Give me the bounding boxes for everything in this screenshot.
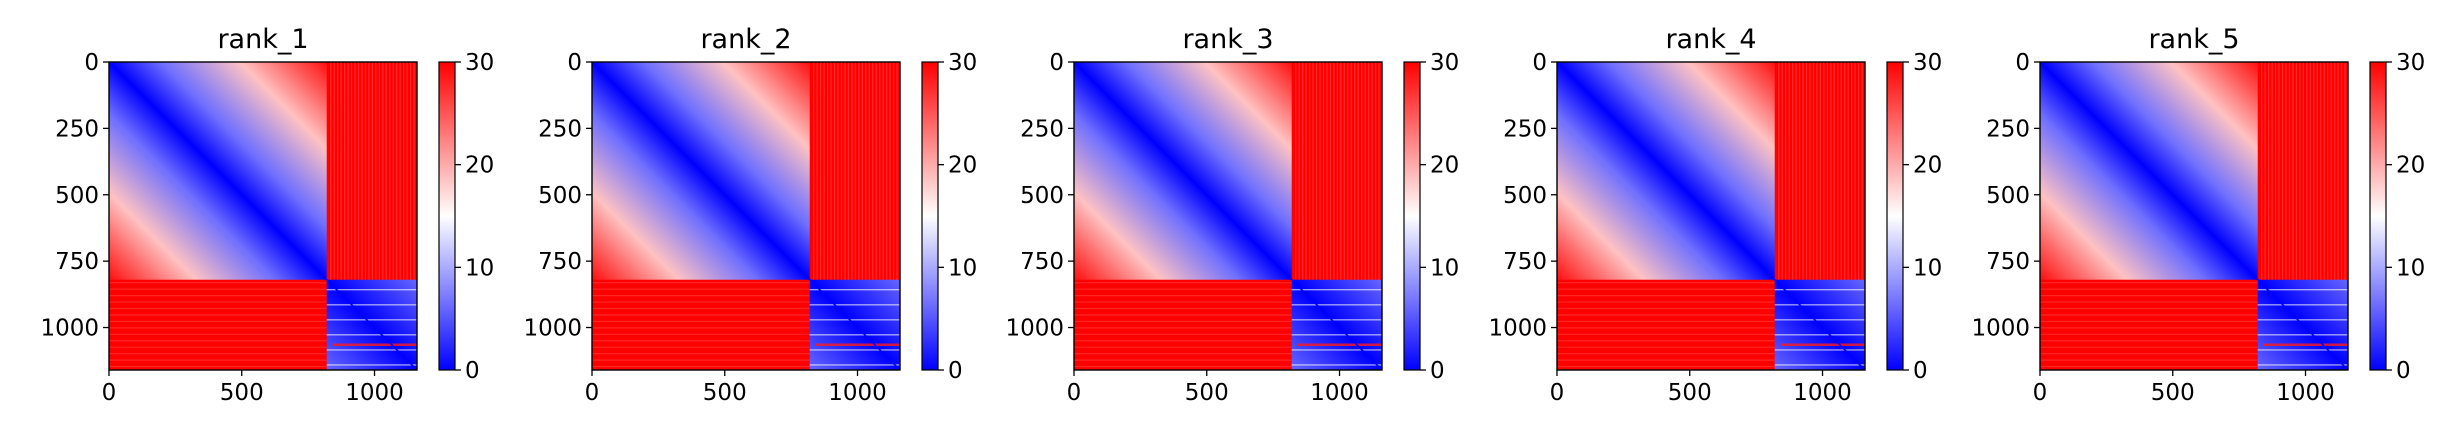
x-tick-label: 1000 [1793, 380, 1852, 406]
heatmap-diagonal [1074, 62, 1382, 370]
x-tick-label: 1000 [345, 380, 404, 406]
colorbar-tick-label: 10 [948, 255, 977, 281]
y-tick-label: 750 [55, 249, 99, 275]
y-tick-label: 750 [1986, 249, 2030, 275]
colorbar-tick-label: 30 [1913, 50, 1942, 76]
heatmap-image [109, 62, 417, 370]
y-tick-label: 500 [55, 183, 99, 209]
colorbar-tick-label: 10 [1913, 255, 1942, 281]
colorbar-tick-label: 20 [948, 153, 977, 179]
heatmap-frame [2039, 61, 2349, 371]
x-tick-label: 500 [703, 380, 747, 406]
y-tick-label: 1000 [1971, 316, 2030, 342]
colorbar-tick-label: 30 [2396, 50, 2425, 76]
heatmap-panel-1: rank_1 0 250 500 750 1000 0 500 1000 0 10 20 30 [40, 24, 494, 406]
x-tick-label: 0 [102, 380, 117, 406]
y-tick-label: 500 [1986, 183, 2030, 209]
colorbar [438, 61, 456, 371]
colorbar-tick-label: 10 [2396, 255, 2425, 281]
y-tick-label: 0 [2015, 50, 2030, 76]
colorbar-tick-label: 30 [948, 50, 977, 76]
colorbar [1886, 61, 1904, 371]
y-tick-label: 0 [1049, 50, 1064, 76]
y-tick-label: 250 [1020, 116, 1064, 142]
y-tick-label: 500 [1020, 183, 1064, 209]
colorbar-tick-label: 0 [1430, 358, 1445, 384]
heatmap-image [1557, 62, 1865, 370]
heatmap-frame [108, 61, 418, 371]
x-tick-label: 0 [1550, 380, 1565, 406]
x-tick-label: 500 [1668, 380, 1712, 406]
x-tick-label: 500 [1185, 380, 1229, 406]
heatmap-diagonal [2040, 62, 2348, 370]
y-tick-label: 1000 [1488, 316, 1547, 342]
colorbar-tick-label: 0 [465, 358, 480, 384]
heatmap-panel-5: rank_5 0 250 500 750 1000 0 500 1000 0 10 20 30 [1971, 24, 2425, 406]
heatmap-image [2040, 62, 2348, 370]
colorbar [2369, 61, 2387, 371]
panel-title: rank_3 [1182, 24, 1273, 55]
panel-title: rank_5 [2148, 24, 2239, 55]
y-tick-label: 0 [84, 50, 99, 76]
y-tick-label: 1000 [523, 316, 582, 342]
heatmap-panel-4: rank_4 0 250 500 750 1000 0 500 1000 0 10 20 30 [1488, 24, 1942, 406]
y-tick-label: 500 [1503, 183, 1547, 209]
colorbar-tick-label: 20 [465, 153, 494, 179]
colorbar-tick-label: 0 [2396, 358, 2411, 384]
colorbar-tick-label: 30 [1430, 50, 1459, 76]
x-tick-label: 1000 [828, 380, 887, 406]
y-tick-label: 250 [55, 116, 99, 142]
y-tick-label: 750 [1020, 249, 1064, 275]
y-tick-label: 250 [538, 116, 582, 142]
y-tick-label: 750 [538, 249, 582, 275]
colorbar-tick-label: 10 [1430, 255, 1459, 281]
x-tick-label: 500 [2151, 380, 2195, 406]
heatmap-diagonal [109, 62, 417, 370]
heatmap-frame [1556, 61, 1866, 371]
colorbar-tick-label: 20 [1913, 153, 1942, 179]
heatmap-diagonal [1557, 62, 1865, 370]
panel-title: rank_1 [217, 24, 308, 55]
panel-title: rank_2 [700, 24, 791, 55]
x-tick-label: 0 [2033, 380, 2048, 406]
y-tick-label: 250 [1503, 116, 1547, 142]
y-tick-label: 500 [538, 183, 582, 209]
colorbar [921, 61, 939, 371]
x-tick-label: 1000 [2276, 380, 2335, 406]
colorbar-tick-label: 10 [465, 255, 494, 281]
colorbar [1403, 61, 1421, 371]
heatmap-panel-2: rank_2 0 250 500 750 1000 0 500 1000 0 10 20 30 [523, 24, 977, 406]
heatmap-image [592, 62, 900, 370]
colorbar-tick-label: 0 [1913, 358, 1928, 384]
y-tick-label: 750 [1503, 249, 1547, 275]
heatmap-panel-3: rank_3 0 250 500 750 1000 0 500 1000 0 10 20 30 [1005, 24, 1459, 406]
y-tick-label: 0 [1532, 50, 1547, 76]
x-tick-label: 0 [585, 380, 600, 406]
y-tick-label: 0 [567, 50, 582, 76]
colorbar-tick-label: 30 [465, 50, 494, 76]
x-tick-label: 0 [1067, 380, 1082, 406]
heatmap-frame [591, 61, 901, 371]
x-tick-label: 1000 [1310, 380, 1369, 406]
y-tick-label: 1000 [40, 316, 99, 342]
panel-title: rank_4 [1665, 24, 1756, 55]
y-tick-label: 250 [1986, 116, 2030, 142]
x-tick-label: 500 [220, 380, 264, 406]
heatmap-image [1074, 62, 1382, 370]
colorbar-tick-label: 20 [1430, 153, 1459, 179]
colorbar-tick-label: 0 [948, 358, 963, 384]
colorbar-tick-label: 20 [2396, 153, 2425, 179]
y-tick-label: 1000 [1005, 316, 1064, 342]
heatmap-frame [1073, 61, 1383, 371]
heatmap-diagonal [592, 62, 900, 370]
